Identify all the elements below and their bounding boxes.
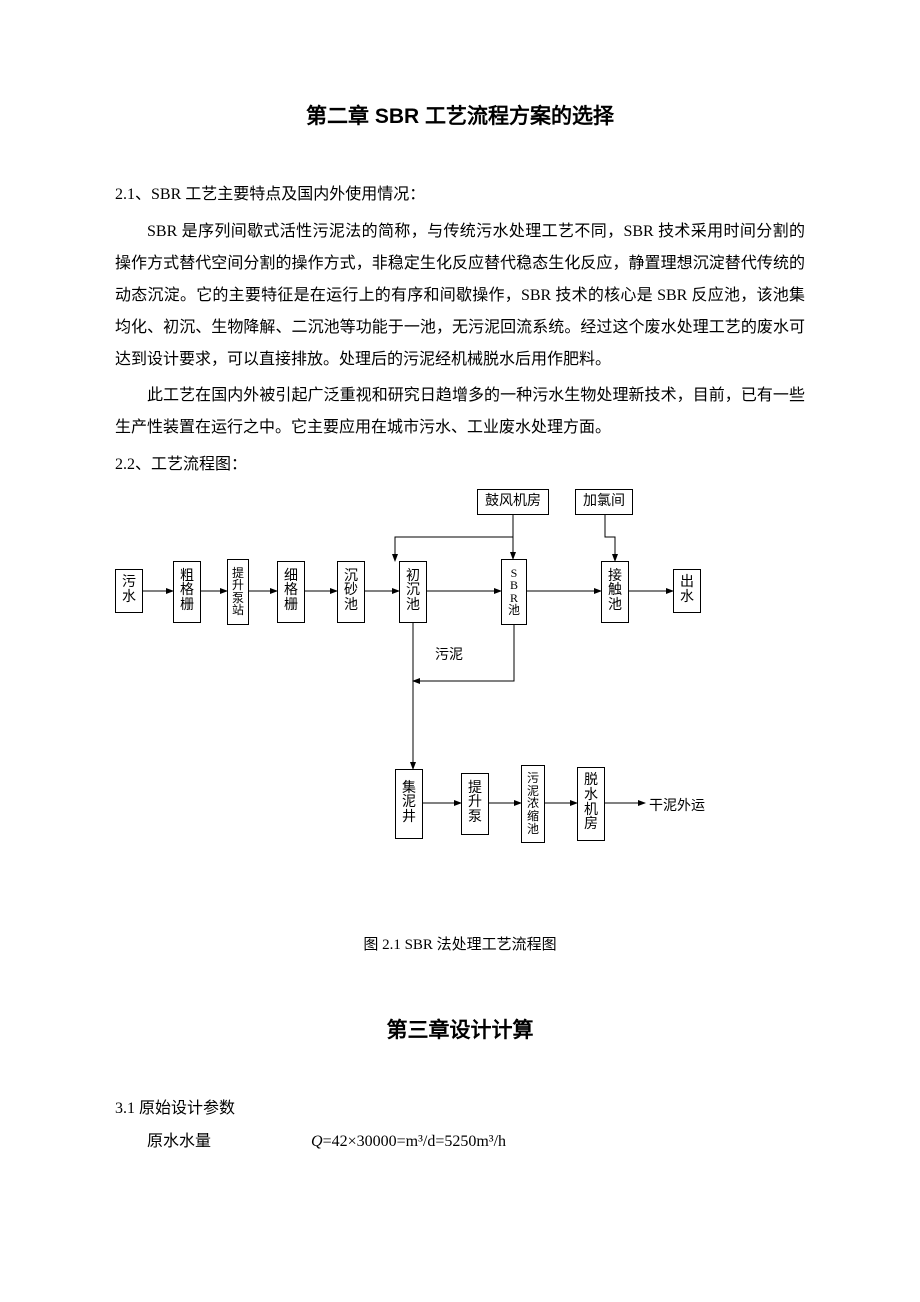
node-dewater: 脱水机房 (577, 767, 605, 841)
node-thicken: 污泥浓缩池 (521, 765, 545, 843)
node-contact: 接触池 (601, 561, 629, 623)
label-dryout: 干泥外运 (649, 795, 705, 815)
flowchart-figure: 污水 粗格栅 提升泵站 细格栅 沉砂池 初沉池 SBR池 接触池 出水 鼓风机房加氯间集泥井 提升泵… (115, 489, 805, 929)
node-primary: 初沉池 (399, 561, 427, 623)
node-pump: 提升泵站 (227, 559, 249, 625)
node-outlet: 出水 (673, 569, 701, 613)
chapter3-title: 第三章设计计算 (115, 1014, 805, 1044)
figure-caption: 图 2.1 SBR 法处理工艺流程图 (115, 933, 805, 954)
node-sbr: SBR池 (501, 559, 527, 625)
eq-label: 原水水量 (147, 1126, 307, 1158)
para-1: SBR 是序列间歇式活性污泥法的简称，与传统污水处理工艺不同，SBR 技术采用时… (115, 216, 805, 376)
para-2: 此工艺在国内外被引起广泛重视和研究日趋增多的一种污水生物处理新技术，目前，已有一… (115, 380, 805, 444)
node-coarse: 粗格栅 (173, 561, 201, 623)
node-lift: 提升泵 (461, 773, 489, 835)
flow-arrows (115, 489, 805, 929)
node-blower: 鼓风机房 (477, 489, 549, 515)
chapter2-title: 第二章 SBR 工艺流程方案的选择 (115, 100, 805, 130)
section-3-1-heading: 3.1 原始设计参数 (115, 1094, 805, 1118)
node-mudwell: 集泥井 (395, 769, 423, 839)
eq-symbol: Q (311, 1133, 323, 1150)
section-2-1-heading: 2.1、SBR 工艺主要特点及国内外使用情况： (115, 180, 805, 210)
section-2-2-heading: 2.2、工艺流程图： (115, 450, 805, 480)
equation-raw-water: 原水水量 Q=42×30000=m³/d=5250m³/h (147, 1126, 805, 1158)
node-sand: 沉砂池 (337, 561, 365, 623)
node-sewage: 污水 (115, 569, 143, 613)
label-sludge: 污泥 (435, 644, 463, 664)
node-chlorine: 加氯间 (575, 489, 633, 515)
node-fine: 细格栅 (277, 561, 305, 623)
eq-body: =42×30000=m³/d=5250m³/h (323, 1133, 506, 1150)
